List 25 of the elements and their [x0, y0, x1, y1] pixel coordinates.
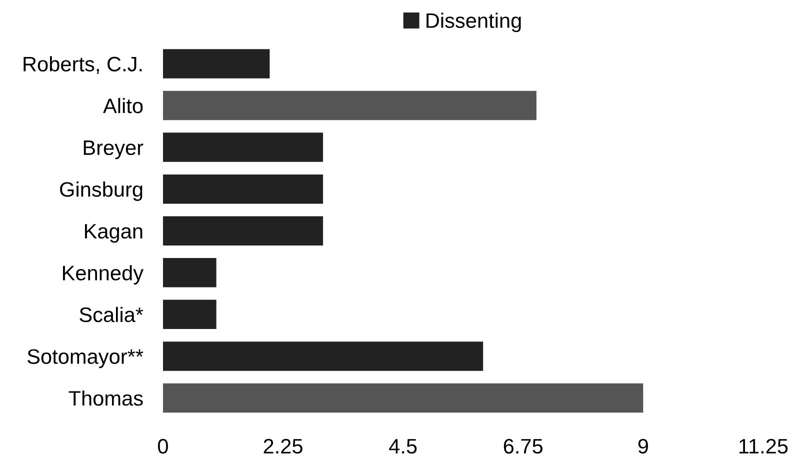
- y-tick-label: Roberts, C.J.: [24, 56, 142, 74]
- y-tick-label: Breyer: [84, 140, 144, 160]
- y-tick-label: Scalia*: [80, 306, 144, 322]
- x-tick-label: 4.5: [389, 439, 417, 454]
- bar: [162, 342, 484, 371]
- bar: [162, 216, 324, 246]
- x-tick-label: 2.25: [264, 438, 302, 454]
- bar: [162, 258, 216, 288]
- bar: [162, 383, 644, 413]
- y-tick-label: Thomas: [68, 390, 143, 406]
- bar: [162, 90, 536, 120]
- y-tick-label: Ginsburg: [60, 182, 142, 201]
- bar: [162, 49, 270, 78]
- x-tick-label: 6.75: [504, 438, 543, 454]
- y-tick-label: Alito: [103, 98, 143, 114]
- x-tick-label: 0: [158, 438, 168, 454]
- bar: [162, 300, 216, 330]
- y-tick-label: Kagan: [85, 224, 142, 243]
- y-tick-label: Sotomayor**: [28, 349, 144, 368]
- y-tick-label: Kennedy: [63, 265, 144, 285]
- x-tick-label: 11.25: [739, 438, 788, 454]
- bar: [162, 174, 324, 204]
- bar: [162, 132, 324, 162]
- x-tick-label: 9: [638, 438, 648, 454]
- legend-label: Dissenting: [426, 12, 521, 32]
